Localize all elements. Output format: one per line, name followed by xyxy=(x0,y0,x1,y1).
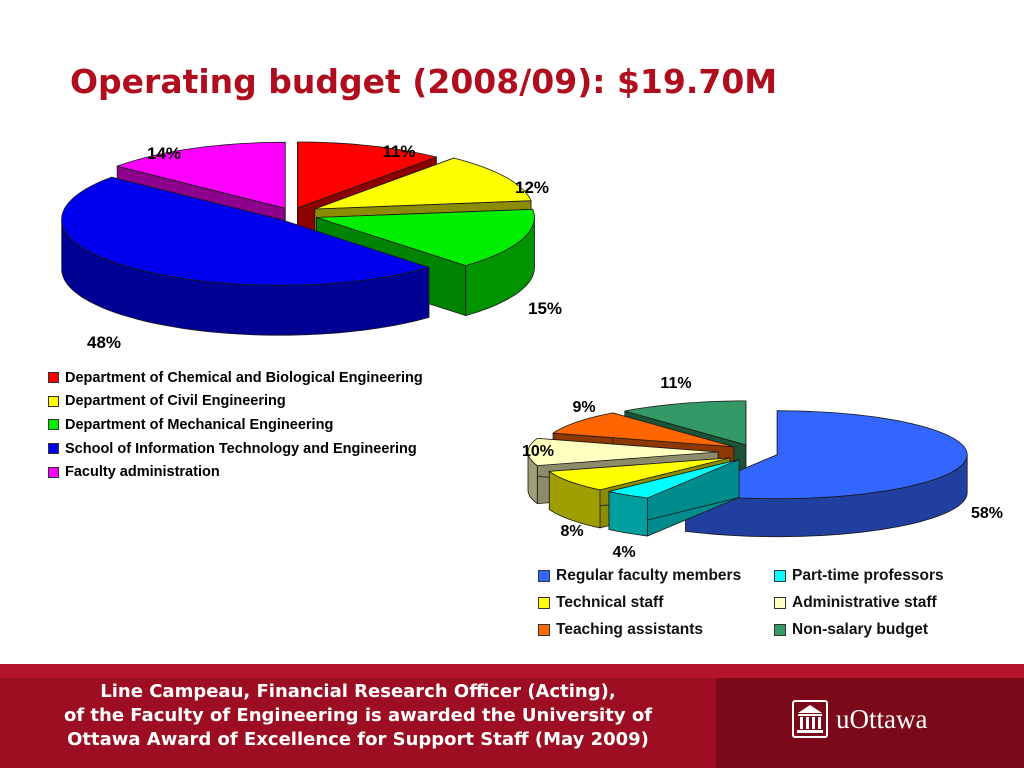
footer-banner: Line Campeau, Financial Research Officer… xyxy=(0,664,1024,768)
legend-swatch xyxy=(538,569,550,582)
data-label-teaching-assistants: 9% xyxy=(572,399,595,416)
data-label-technical-staff: 8% xyxy=(560,523,583,540)
legend-item-non-salary-budget: Non-salary budget xyxy=(774,616,1004,643)
data-label-non-salary-budget: 11% xyxy=(660,375,691,392)
legend-swatch xyxy=(48,466,59,478)
legend-item-teaching-assistants: Teaching assistants xyxy=(538,616,774,643)
data-label-part-time-professors: 4% xyxy=(612,544,635,561)
legend-swatch xyxy=(48,372,59,384)
legend-item-faculty-administration: Faculty administration xyxy=(48,460,423,484)
legend-item-department-of-civil-engineering: Department of Civil Engineering xyxy=(48,390,423,414)
slice-top-face xyxy=(624,400,747,446)
legend-label: Department of Chemical and Biological En… xyxy=(65,369,423,386)
legend-swatch xyxy=(538,623,550,636)
legend-swatch xyxy=(48,419,59,431)
legend-label: Part-time professors xyxy=(792,566,944,584)
slice-school-of-information-technology-and-engineering xyxy=(61,176,431,336)
legend-item-part-time-professors: Part-time professors xyxy=(774,562,1004,589)
page-title: Operating budget (2008/09): $19.70M xyxy=(70,62,778,101)
legend-item-school-of-information-technology-and-engineering: School of Information Technology and Eng… xyxy=(48,437,423,461)
legend-item-department-of-mechanical-engineering: Department of Mechanical Engineering xyxy=(48,413,423,437)
legend-label: Faculty administration xyxy=(65,464,220,481)
data-label-department-of-mechanical-engineering: 15% xyxy=(528,299,562,318)
faculty-budget-legend: Department of Chemical and Biological En… xyxy=(48,366,423,484)
data-label-faculty-administration: 14% xyxy=(147,144,181,163)
slice-top-face xyxy=(608,459,740,499)
legend-label: Department of Civil Engineering xyxy=(65,393,286,410)
uottawa-logo[interactable]: uOttawa xyxy=(792,700,927,738)
uottawa-wordmark: uOttawa xyxy=(836,703,928,734)
legend-label: Technical staff xyxy=(556,593,664,611)
university-building-icon xyxy=(792,700,828,738)
footer-line-3: Ottawa Award of Excellence for Support S… xyxy=(67,729,649,750)
slice-outer-wall xyxy=(608,491,648,537)
footer-top-stripe xyxy=(0,664,1024,678)
data-label-regular-faculty-members: 58% xyxy=(971,505,1003,522)
data-label-department-of-civil-engineering: 12% xyxy=(515,178,549,197)
legend-item-administrative-staff: Administrative staff xyxy=(774,589,1004,616)
legend-item-department-of-chemical-and-biological-engineering: Department of Chemical and Biological En… xyxy=(48,366,423,390)
legend-swatch xyxy=(48,395,59,407)
data-label-school-of-information-technology-and-engineering: 48% xyxy=(87,333,121,352)
slice-top-face xyxy=(296,141,438,209)
data-label-department-of-chemical-and-biological-engineering: 11% xyxy=(382,142,415,161)
legend-swatch xyxy=(48,443,59,455)
legend-label: Teaching assistants xyxy=(556,620,704,638)
legend-item-technical-staff: Technical staff xyxy=(538,589,774,616)
slice-top-face xyxy=(61,176,431,286)
slice-top-face xyxy=(527,437,719,467)
legend-swatch xyxy=(774,623,786,636)
legend-swatch xyxy=(774,569,786,582)
legend-label: Regular faculty members xyxy=(556,566,742,584)
legend-label: School of Information Technology and Eng… xyxy=(65,440,417,457)
legend-label: Administrative staff xyxy=(792,593,937,611)
slice-top-face xyxy=(684,410,968,500)
footer-line-2: of the Faculty of Engineering is awarded… xyxy=(63,705,653,726)
legend-swatch xyxy=(774,596,786,609)
slice-top-face xyxy=(548,457,731,491)
legend-label: Department of Mechanical Engineering xyxy=(65,416,334,433)
slice-part-time-professors xyxy=(608,458,740,537)
footer-announcement: Line Campeau, Financial Research Officer… xyxy=(20,680,696,752)
slice-top-face xyxy=(316,208,535,267)
footer-line-1: Line Campeau, Financial Research Officer… xyxy=(100,681,616,702)
slice-top-face xyxy=(115,141,286,209)
footer-logo-panel xyxy=(716,678,1024,768)
expense-type-legend: Regular faculty members Part-time profess… xyxy=(538,562,998,643)
data-label-administrative-staff: 10% xyxy=(522,443,554,460)
slice-top-face xyxy=(551,412,734,448)
legend-swatch xyxy=(538,596,550,609)
legend-item-regular-faculty-members: Regular faculty members xyxy=(538,562,774,589)
slice-top-face xyxy=(314,157,532,210)
legend-label: Non-salary budget xyxy=(792,620,929,638)
